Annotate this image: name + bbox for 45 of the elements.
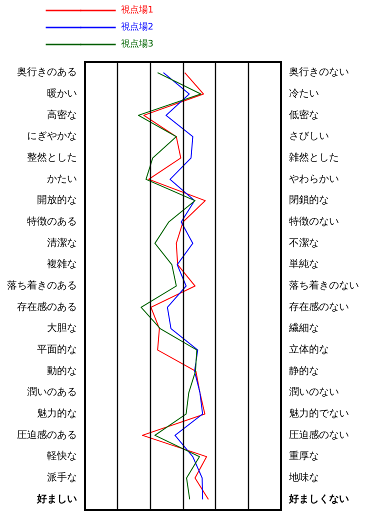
y2-tick-label: 繊細な — [288, 322, 319, 334]
y2-tick-label: 不潔な — [289, 236, 319, 249]
y2-tick-label: 存在感のない — [289, 300, 349, 313]
y2-tick-label: 冷たい — [289, 88, 319, 100]
y2-tick-label: 重厚な — [289, 450, 319, 462]
y-tick-label: 動的な — [47, 366, 77, 377]
y-tick-label: 整然とした — [27, 152, 77, 164]
y-tick-label: 潤いのある — [27, 386, 77, 398]
y2-tick-label: 潤いのない — [289, 386, 339, 398]
y-tick-label: 暖かい — [47, 88, 77, 100]
y2-tick-label: 単純な — [289, 258, 319, 270]
y2-tick-label: 静的な — [289, 364, 319, 377]
y-tick-label: にぎやかな — [27, 131, 77, 142]
y2-tick-label: 立体的な — [289, 344, 329, 356]
y-tick-label: 平面的な — [37, 344, 77, 356]
y-tick-label: 好ましい — [36, 492, 77, 505]
y2-tick-label: 低密な — [289, 108, 319, 121]
y-tick-label: 魅力的な — [37, 408, 77, 420]
y-tick-label: 落ち着きのある — [7, 280, 77, 292]
y2-tick-label: 好ましくない — [288, 492, 349, 505]
y-tick-label: 軽快な — [47, 450, 77, 462]
y2-tick-label: やわらかい — [289, 174, 339, 185]
y-tick-label: 開放的な — [37, 195, 77, 206]
y2-tick-label: さびしい — [289, 131, 329, 142]
text: 視点場1 — [120, 4, 154, 16]
y2-tick-label: 雑然とした — [289, 152, 339, 164]
y-tick-label: 清潔な — [47, 236, 77, 249]
y2-tick-label: 落ち着きのない — [289, 280, 359, 292]
y-tick-label: 複雑な — [47, 258, 77, 270]
y-tick-label: 高密な — [47, 108, 77, 121]
y2-tick-label: 魅力的でない — [289, 408, 349, 420]
y2-tick-label: 地味な — [288, 472, 319, 484]
y-tick-label: 存在感のある — [17, 300, 77, 313]
y-tick-label: 圧迫感のある — [17, 428, 77, 441]
y-tick-label: かたい — [47, 174, 77, 185]
y-tick-label: 奥行きのある — [17, 66, 77, 78]
y2-tick-label: 圧迫感のない — [289, 428, 349, 441]
y-tick-label: 大胆な — [47, 322, 77, 334]
y2-tick-label: 特徴のない — [289, 216, 339, 228]
y-tick-label: 特徴のある — [27, 216, 77, 228]
y-tick-label: 派手な — [47, 472, 77, 484]
text: 視点場2 — [120, 22, 154, 32]
y2-tick-label: 奥行きのない — [289, 66, 349, 78]
text: 視点場3 — [120, 38, 154, 50]
y2-tick-label: 閉鎖的な — [289, 195, 329, 206]
